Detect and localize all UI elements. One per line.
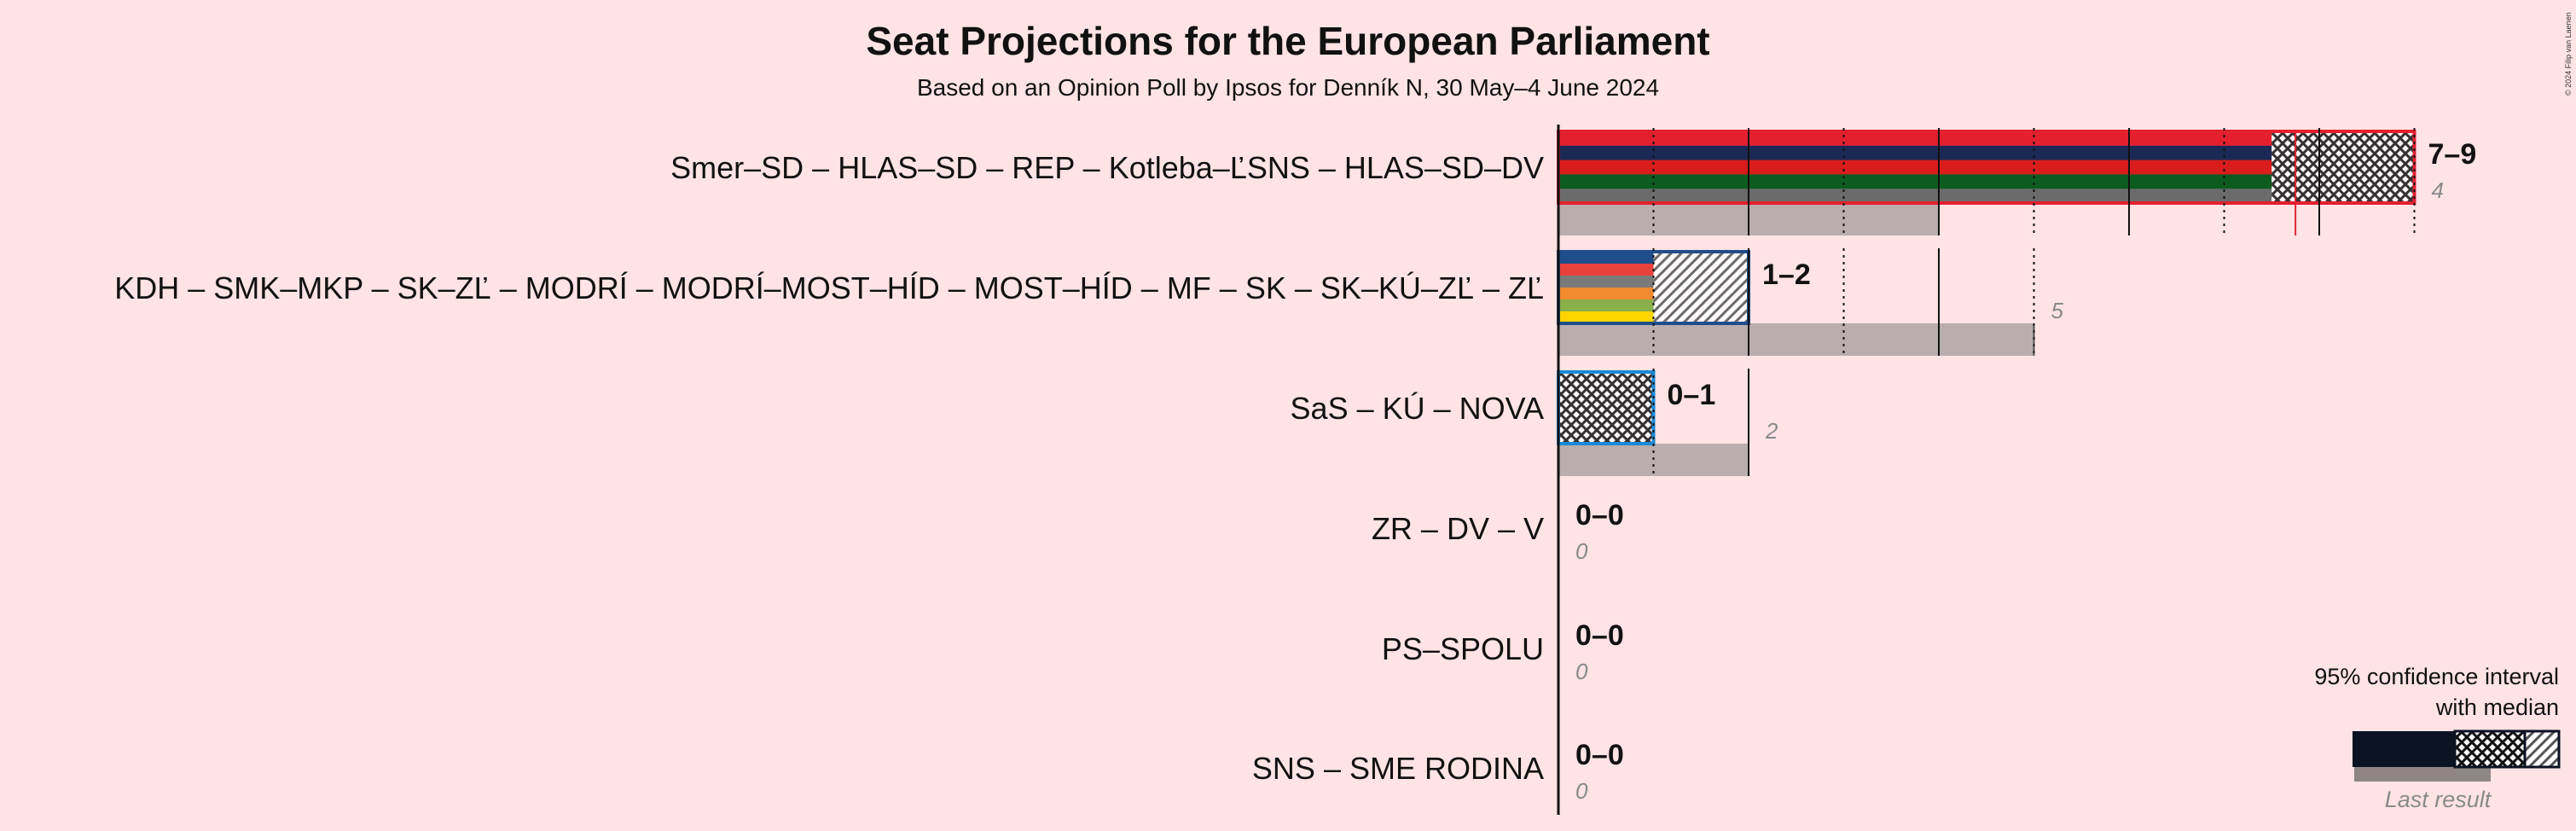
- range-label: 0–1: [1668, 379, 1716, 411]
- party-label: Smer–SD – HLAS–SD – REP – Kotleba–ĽSNS –…: [670, 150, 1544, 185]
- party-label: KDH – SMK–MKP – SK–ZĽ – MODRÍ – MODRÍ–MO…: [114, 270, 1544, 305]
- ci-solid-stripe: [1558, 131, 2272, 147]
- last-result-label: 0: [1575, 778, 1588, 804]
- range-label: 1–2: [1762, 259, 1811, 291]
- legend-crosshatch-swatch: [2453, 729, 2527, 769]
- last-result-label: 4: [2432, 177, 2444, 203]
- legend-diagonal-swatch: [2523, 729, 2561, 769]
- ci-solid-stripe: [1558, 160, 2272, 175]
- legend-last-result-label: Last result: [2385, 787, 2492, 812]
- ci-solid-stripe: [1558, 174, 2272, 189]
- legend-title-line2: with median: [2435, 694, 2559, 720]
- chart-title: Seat Projections for the European Parlia…: [866, 19, 1709, 63]
- plot-area: Smer–SD – HLAS–SD – REP – Kotleba–ĽSNS –…: [114, 125, 2476, 815]
- party-label: ZR – DV – V: [1372, 511, 1544, 546]
- last-result-label: 5: [2051, 298, 2064, 323]
- party-label: SNS – SME RODINA: [1252, 751, 1544, 786]
- copyright-text: © 2024 Filip van Laenen: [2564, 12, 2573, 96]
- chart-subtitle: Based on an Opinion Poll by Ipsos for De…: [917, 74, 1659, 101]
- ci-solid-stripe: [1558, 189, 2272, 204]
- range-label: 0–0: [1575, 619, 1624, 652]
- range-label: 7–9: [2428, 138, 2477, 171]
- last-result-bar: [1558, 323, 2034, 356]
- ci-hatched-portion: [1653, 252, 1749, 323]
- ci-solid-stripe: [1558, 299, 1654, 312]
- legend-median-bar: [2353, 731, 2455, 767]
- last-result-label: 0: [1575, 659, 1588, 684]
- range-label: 0–0: [1575, 739, 1624, 771]
- ci-solid-stripe: [1558, 311, 1654, 324]
- party-label: SaS – KÚ – NOVA: [1291, 391, 1544, 426]
- range-label: 0–0: [1575, 499, 1624, 532]
- ci-solid-stripe: [1558, 145, 2272, 161]
- ci-hatched-portion: [2271, 131, 2415, 203]
- ci-solid-stripe: [1558, 276, 1654, 288]
- ci-hatched-portion: [1558, 372, 1654, 444]
- legend: 95% confidence interval with median Last…: [2314, 664, 2561, 812]
- last-result-label: 2: [1765, 418, 1778, 444]
- last-result-label: 0: [1575, 538, 1588, 564]
- ci-solid-stripe: [1558, 264, 1654, 276]
- legend-title-line1: 95% confidence interval: [2314, 664, 2559, 689]
- party-label: PS–SPOLU: [1382, 631, 1544, 666]
- ci-solid-stripe: [1558, 252, 1654, 264]
- ci-solid-stripe: [1558, 288, 1654, 300]
